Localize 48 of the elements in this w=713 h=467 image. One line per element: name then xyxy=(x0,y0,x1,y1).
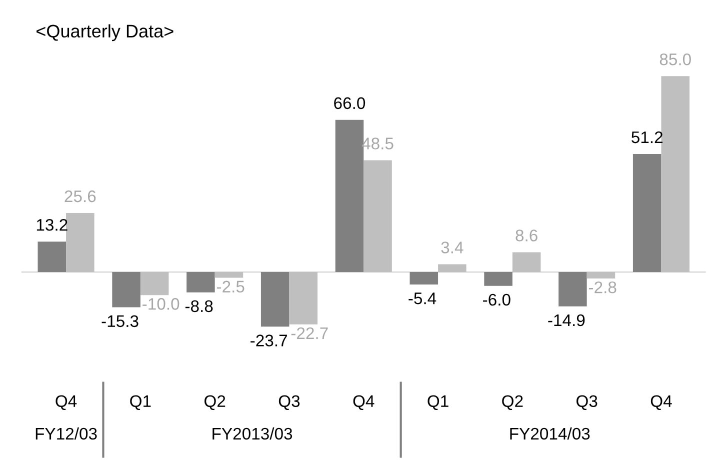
bar xyxy=(632,154,662,272)
bar xyxy=(364,160,392,272)
data-label: -2.8 xyxy=(588,281,616,294)
bar xyxy=(112,272,140,308)
chart-title: <Quarterly Data> xyxy=(36,24,174,42)
bar xyxy=(38,242,66,272)
x-tick-label: Q4 xyxy=(650,395,672,410)
x-tick-label: Q2 xyxy=(204,395,226,410)
data-label: 3.4 xyxy=(441,242,464,254)
data-label: -8.8 xyxy=(185,300,213,312)
bar xyxy=(214,272,244,278)
bar xyxy=(661,76,690,272)
bar xyxy=(66,213,94,272)
x-tick-label: Q4 xyxy=(353,395,374,410)
bar xyxy=(260,272,290,327)
bar xyxy=(558,272,587,306)
data-label: -15.3 xyxy=(102,315,138,328)
data-label: 85.0 xyxy=(660,53,691,66)
text: FY12/03 xyxy=(36,427,97,440)
bar xyxy=(335,120,364,272)
data-label: -10.0 xyxy=(142,298,180,310)
data-label: 8.6 xyxy=(516,230,538,242)
bar xyxy=(140,272,169,296)
data-label: -5.4 xyxy=(408,292,436,304)
bar xyxy=(586,272,616,278)
data-label: 66.0 xyxy=(334,97,366,110)
data-label: 25.6 xyxy=(64,190,96,202)
bar xyxy=(410,272,438,284)
text: FY2014/03 xyxy=(510,427,590,440)
x-tick-label: Q3 xyxy=(278,395,300,410)
bar xyxy=(186,272,215,292)
bar xyxy=(512,252,541,272)
data-label: -6.0 xyxy=(483,294,510,306)
x-tick-label: Q1 xyxy=(428,395,448,410)
bar xyxy=(484,272,512,286)
data-label: 13.2 xyxy=(36,218,68,231)
data-label: 51.2 xyxy=(632,131,662,144)
data-label: -22.7 xyxy=(291,327,328,339)
data-label: -2.5 xyxy=(216,280,244,293)
data-label: -23.7 xyxy=(250,334,287,346)
bar xyxy=(438,264,466,272)
x-tick-label: Q2 xyxy=(502,395,523,410)
bar xyxy=(289,272,318,324)
x-tick-label: Q3 xyxy=(576,395,598,410)
x-tick-label: Q1 xyxy=(130,395,151,410)
text: FY2013/03 xyxy=(212,427,292,440)
data-label: -14.9 xyxy=(548,314,585,326)
x-tick-label: Q4 xyxy=(56,395,77,410)
